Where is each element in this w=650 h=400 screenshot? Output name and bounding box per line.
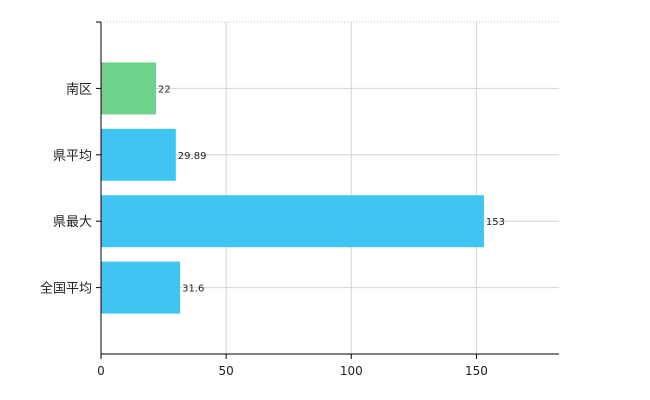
bar-1	[101, 128, 176, 181]
x-tick-label: 150	[465, 364, 488, 378]
bar-0	[101, 62, 157, 115]
x-tick-label: 0	[97, 364, 105, 378]
category-label: 全国平均	[40, 281, 92, 297]
axes	[96, 21, 559, 359]
bar-2	[101, 195, 484, 248]
x-tick-label: 50	[218, 364, 233, 378]
x-tick-label: 100	[340, 364, 363, 378]
category-label: 県最大	[53, 215, 92, 230]
category-label: 南区	[66, 81, 92, 97]
data-label: 29.89	[178, 151, 207, 162]
labels: 22 南区 29.89 県平均 153 県最大 31.6 全国平均 0 50 100 150	[40, 81, 505, 378]
data-label: 22	[158, 84, 171, 95]
category-label: 県平均	[53, 149, 92, 164]
data-label: 31.6	[182, 284, 204, 295]
bar-3	[101, 261, 181, 314]
bars	[101, 62, 484, 314]
data-label: 153	[486, 217, 505, 228]
